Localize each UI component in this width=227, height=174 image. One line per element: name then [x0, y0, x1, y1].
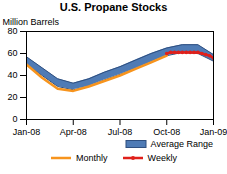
html-text:Average Range: Average Range	[150, 139, 213, 149]
svg-text:Oct-08: Oct-08	[153, 127, 180, 137]
html-text:U.S. Propane Stocks: U.S. Propane Stocks	[59, 1, 168, 13]
svg-text:80: 80	[7, 26, 17, 36]
svg-text:Apr-08: Apr-08	[60, 127, 87, 137]
svg-text:0: 0	[12, 114, 17, 124]
svg-text:40: 40	[7, 70, 17, 80]
svg-text:Jul-08: Jul-08	[108, 127, 133, 137]
html-text:Weekly: Weekly	[147, 153, 177, 163]
svg-text:60: 60	[7, 48, 17, 58]
svg-text:Jan-09: Jan-09	[200, 127, 227, 137]
svg-text:Jan-08: Jan-08	[13, 127, 41, 137]
html-text:Monthly: Monthly	[76, 153, 108, 163]
svg-text:20: 20	[7, 92, 17, 102]
svg-text:Million Barrels: Million Barrels	[3, 17, 60, 27]
